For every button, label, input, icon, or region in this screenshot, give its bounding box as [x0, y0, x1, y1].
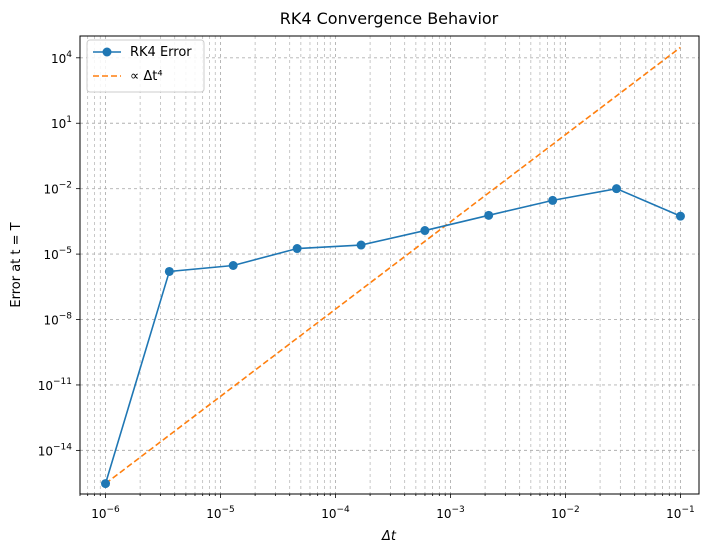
chart-title: RK4 Convergence Behavior	[280, 9, 499, 28]
y-tick-exponent: −8	[59, 312, 73, 322]
y-tick-exponent: 4	[66, 50, 72, 60]
y-tick-exponent: −14	[53, 442, 72, 452]
legend-marker-rk4-error	[102, 47, 112, 57]
error-data-point	[420, 226, 430, 236]
x-tick-exponent: −4	[336, 505, 350, 515]
reference-series	[105, 46, 681, 485]
x-tick-label: 10−3	[436, 505, 465, 521]
y-tick-label: 10−5	[43, 246, 72, 262]
legend: RK4 Error ∝ Δt⁴	[86, 39, 205, 93]
y-tick-exponent: −2	[59, 181, 72, 191]
error-data-point	[484, 210, 494, 220]
x-tick-exponent: −5	[221, 505, 234, 515]
x-tick-exponent: −2	[566, 505, 579, 515]
x-tick-label: 10−6	[91, 505, 120, 521]
x-axis-label: Δt	[381, 529, 397, 544]
x-tick-label: 10−5	[206, 505, 235, 521]
reference-line	[105, 46, 681, 485]
y-tick-exponent: 1	[66, 115, 72, 125]
x-tick-label: 10−4	[321, 505, 350, 521]
error-data-point	[675, 211, 685, 221]
x-tick-label: 10−1	[666, 505, 695, 521]
y-tick-exponent: −5	[59, 246, 72, 256]
legend-label-reference: ∝ Δt⁴	[130, 69, 163, 84]
error-data-point	[612, 184, 622, 194]
axes-frame	[79, 35, 700, 495]
error-data-point	[356, 240, 366, 250]
x-tick-label: 10−2	[551, 505, 580, 521]
legend-box	[86, 39, 205, 93]
x-tick-exponent: −1	[681, 505, 694, 515]
y-axis-label: Error at t = T	[9, 222, 24, 307]
y-tick-label: 104	[51, 50, 72, 66]
error-data-point	[548, 195, 558, 205]
y-tick-exponent: −11	[53, 377, 72, 387]
y-tick-label: 10−14	[38, 442, 73, 458]
grid-lines	[79, 36, 699, 494]
error-data-point	[292, 244, 302, 254]
x-tick-exponent: −3	[451, 505, 464, 515]
x-tick-exponent: −6	[107, 505, 121, 515]
y-tick-label: 10−8	[43, 312, 72, 328]
legend-label-rk4-error: RK4 Error	[130, 45, 192, 60]
y-tick-label: 10−11	[38, 377, 72, 393]
x-axis-ticks: 10−6 10−5 10−4 10−3 10−2 10−1	[79, 494, 695, 521]
y-tick-label: 101	[51, 115, 72, 131]
y-axis-ticks: 10−14 10−11 10−8 10−5 10−2 101 104	[38, 50, 80, 458]
error-data-point	[164, 266, 174, 276]
error-data-point	[228, 260, 238, 270]
y-tick-label: 10−2	[43, 181, 72, 197]
error-series	[101, 184, 685, 489]
error-data-point	[101, 479, 111, 489]
error-line	[104, 187, 681, 484]
